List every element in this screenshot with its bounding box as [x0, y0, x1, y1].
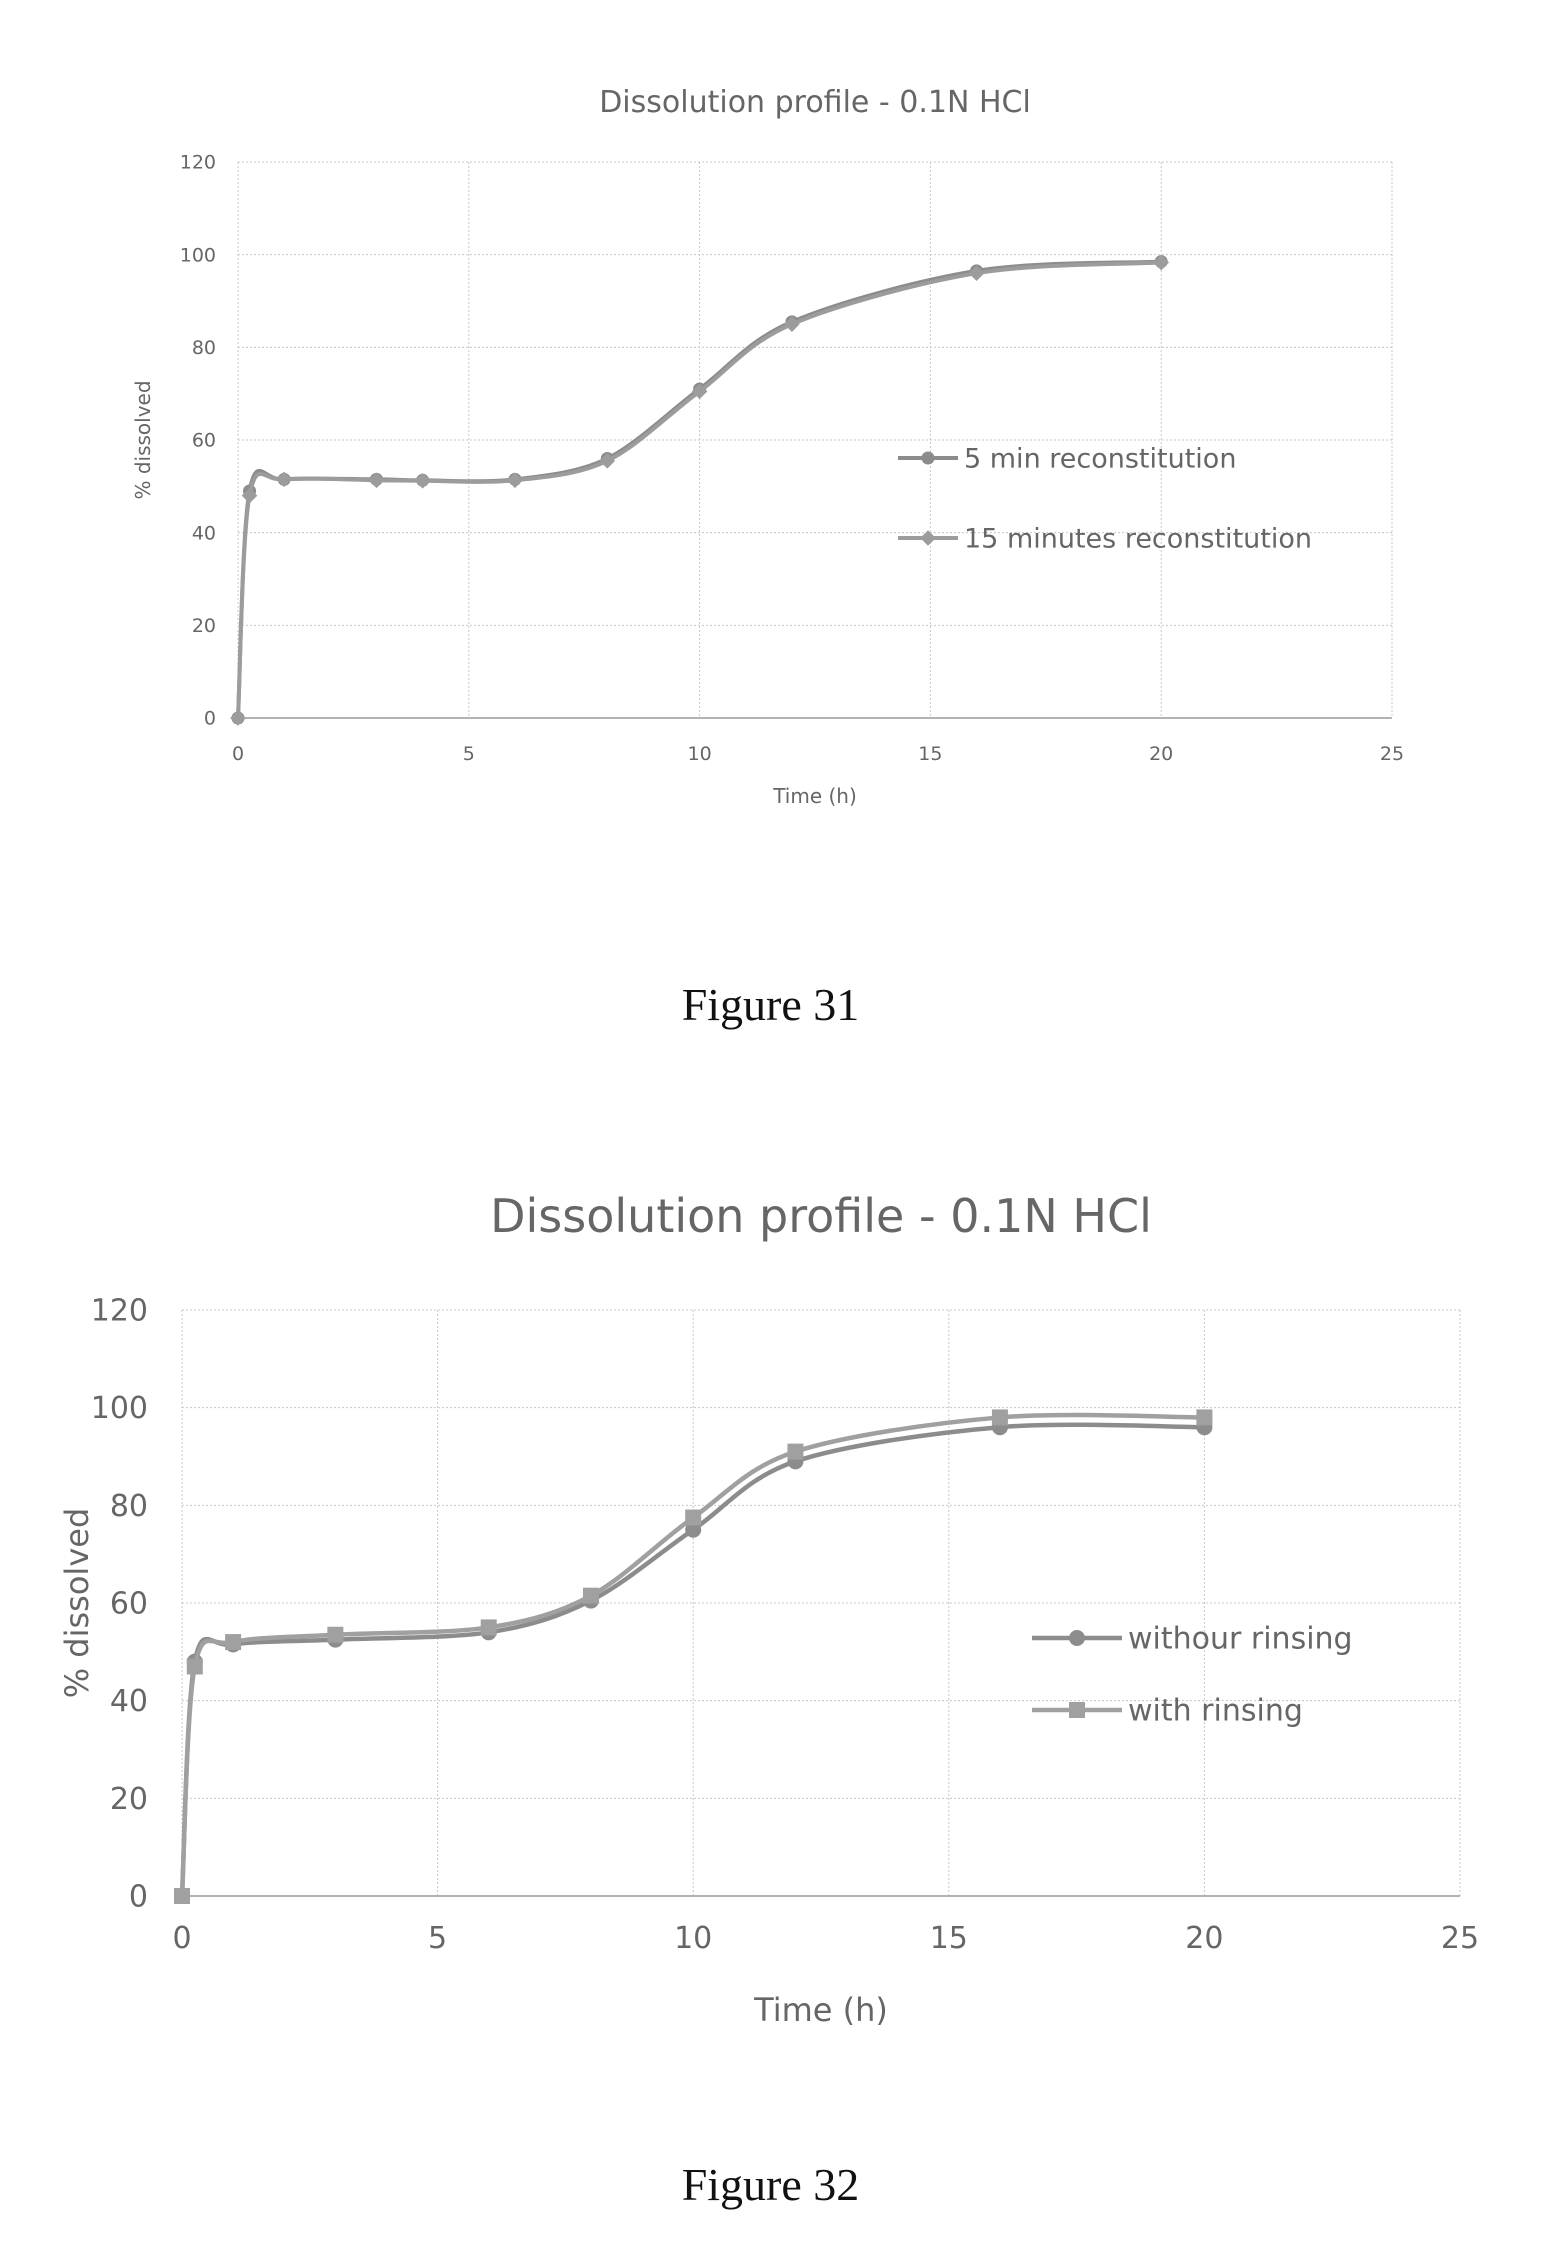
x-tick-label: 15: [930, 1921, 968, 1956]
legend-marker: [1069, 1630, 1085, 1646]
y-tick-label: 100: [180, 244, 216, 266]
data-point: [685, 1521, 702, 1538]
data-point: [582, 1587, 599, 1604]
y-tick-label: 20: [110, 1782, 148, 1817]
legend-label: withour rinsing: [1128, 1622, 1353, 1657]
data-point: [241, 487, 258, 504]
y-axis-label: % dissolved: [58, 1508, 96, 1699]
legend-label: with rinsing: [1128, 1694, 1303, 1729]
x-tick-label: 10: [688, 743, 712, 765]
data-point: [368, 472, 385, 489]
x-tick-label: 15: [918, 743, 942, 765]
x-tick-label: 5: [428, 1921, 447, 1956]
data-point: [991, 1409, 1008, 1426]
x-tick-label: 20: [1149, 743, 1173, 765]
figure-caption: Figure 32: [681, 2159, 860, 2210]
data-point: [327, 1626, 344, 1643]
y-tick-label: 0: [204, 708, 216, 730]
chart-title: Dissolution profile - 0.1N HCl: [599, 85, 1031, 120]
data-point: [784, 316, 800, 332]
series-line: [236, 260, 1162, 719]
data-point: [685, 1509, 702, 1526]
chart-figure-32: Dissolution profile - 0.1N HCl 0 20 40 60 80 1…: [58, 1189, 1479, 2029]
legend-marker: [1069, 1702, 1085, 1718]
data-point: [186, 1658, 203, 1675]
series-line: [179, 1422, 1205, 1897]
y-tick-label: 20: [192, 615, 216, 637]
data-point: [225, 1634, 242, 1651]
y-axis-label: % dissolved: [131, 380, 155, 499]
legend-label: 15 minutes reconstitution: [964, 523, 1312, 554]
x-axis-label: Time (h): [753, 1991, 888, 2029]
x-tick-label: 0: [232, 743, 244, 765]
x-tick-label: 10: [674, 1921, 712, 1956]
chart-title: Dissolution profile - 0.1N HCl: [490, 1189, 1152, 1243]
data-point: [507, 472, 523, 489]
data-point: [1196, 1409, 1213, 1426]
chart-figure-31: Dissolution profile - 0.1N HCl 0 20 40 60 80 1…: [131, 85, 1404, 808]
figure-caption: Figure 31: [681, 979, 860, 1030]
y-tick-label: 60: [110, 1587, 148, 1622]
x-tick-label: 25: [1441, 1921, 1479, 1956]
y-tick-label: 60: [192, 430, 216, 452]
y-tick-label: 100: [91, 1391, 148, 1426]
data-point: [276, 471, 292, 488]
data-point: [1153, 254, 1169, 271]
y-tick-label: 120: [91, 1294, 148, 1329]
data-point: [787, 1443, 804, 1460]
data-point: [599, 453, 616, 469]
legend-marker: [920, 530, 936, 546]
data-point: [968, 265, 985, 281]
y-tick-label: 80: [110, 1489, 148, 1524]
x-tick-label: 0: [172, 1921, 191, 1956]
y-tick-label: 40: [110, 1684, 148, 1719]
data-point: [414, 472, 431, 489]
legend-marker: [921, 451, 935, 465]
x-tick-label: 25: [1380, 743, 1404, 765]
data-point: [480, 1619, 497, 1636]
series-line: [179, 1412, 1205, 1897]
y-tick-label: 80: [192, 337, 216, 359]
y-tick-label: 120: [180, 152, 216, 174]
x-tick-label: 20: [1185, 1921, 1223, 1956]
data-point: [174, 1888, 190, 1904]
x-axis-label: Time (h): [772, 784, 857, 808]
y-tick-label: 40: [192, 522, 216, 544]
legend-label: 5 min reconstitution: [964, 443, 1236, 474]
x-tick-label: 5: [463, 743, 475, 765]
data-point: [691, 383, 708, 400]
y-tick-label: 0: [129, 1880, 148, 1915]
data-point: [230, 710, 246, 726]
